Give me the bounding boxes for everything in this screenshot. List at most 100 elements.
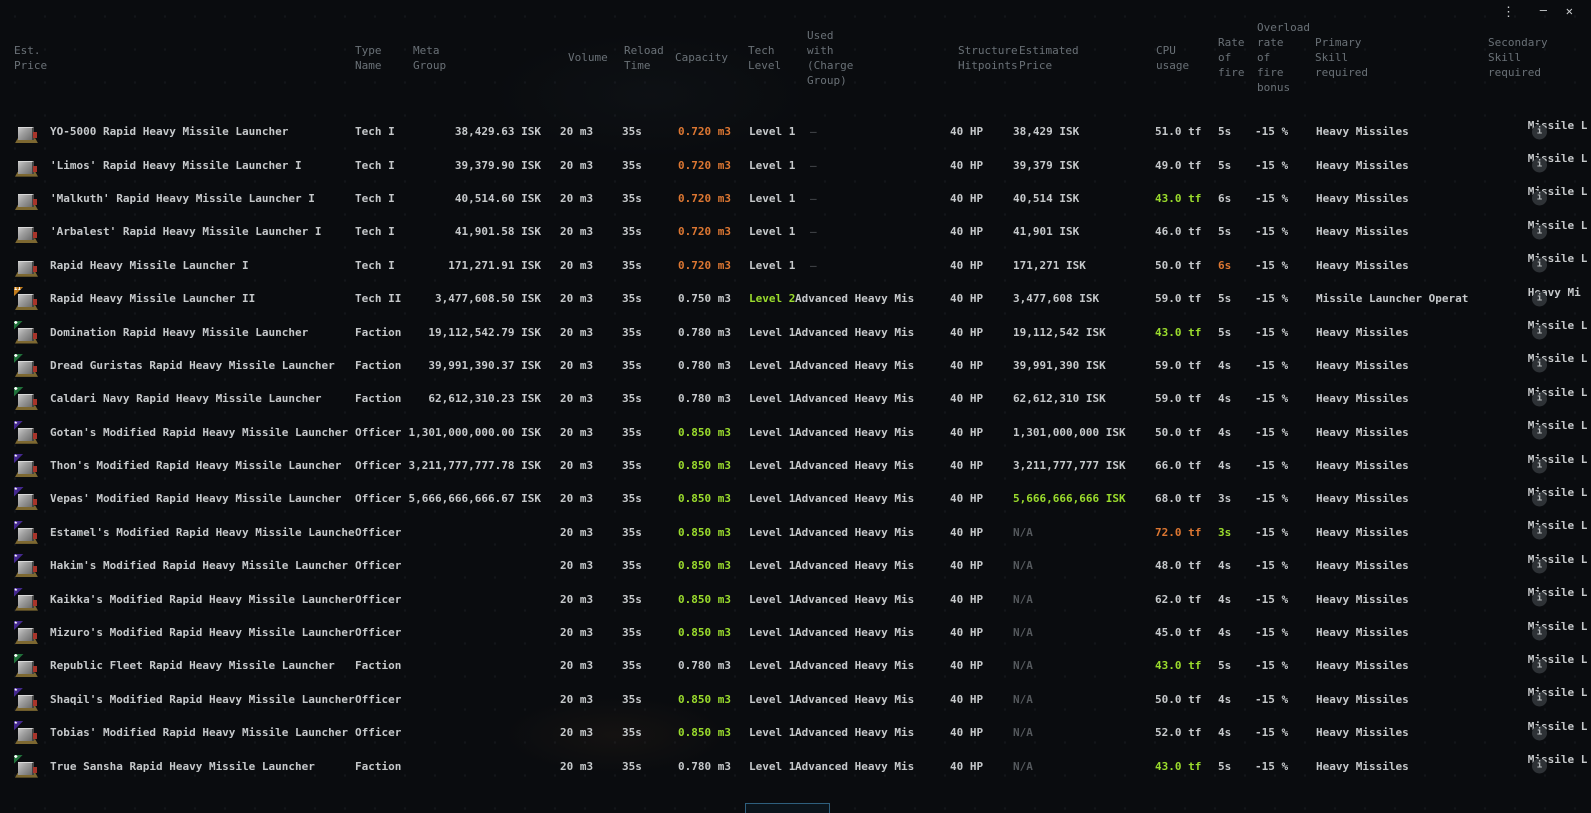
table-row[interactable]: ◆ Dread Guristas Rapid Heavy Missile Lau… [0,349,1591,382]
column-header-secondary-skill[interactable]: Secondary Skill required [1488,36,1548,79]
launcher-icon: II [14,287,40,311]
table-row[interactable]: ★ Shaqil's Modified Rapid Heavy Missile … [0,683,1591,716]
cell-tech-level: Level 1 [749,492,796,506]
table-row[interactable]: ★ Tobias' Modified Rapid Heavy Missile L… [0,716,1591,749]
column-header-used-with[interactable]: Used with (Charge Group) [807,28,854,87]
table-row[interactable]: ◆ Caldari Navy Rapid Heavy Missile Launc… [0,382,1591,415]
window-menu-icon[interactable]: ⋮ [1502,5,1515,20]
cell-type-name: ★ Kaikka's Modified Rapid Heavy Missile … [14,587,355,611]
cell-meta-group: Officer [355,626,402,640]
cell-est-price: 41,901.58 ISK [454,225,541,239]
table-row[interactable]: 'Arbalest' Rapid Heavy Missile Launcher … [0,215,1591,248]
table-row[interactable]: ◆ True Sansha Rapid Heavy Missile Launch… [0,749,1591,782]
info-icon[interactable]: i [1532,324,1547,340]
table-row[interactable]: ★ Gotan's Modified Rapid Heavy Missile L… [0,416,1591,449]
cell-volume: 20 m3 [560,158,594,172]
table-row[interactable]: ◆ Domination Rapid Heavy Missile Launche… [0,315,1591,348]
cell-meta-group: Tech II [355,292,402,306]
table-row[interactable]: ★ Hakim's Modified Rapid Heavy Missile L… [0,549,1591,582]
cell-structure-hitpoints: 40 HP [950,125,984,139]
info-icon[interactable]: i [1532,758,1547,774]
info-icon[interactable]: i [1532,190,1547,206]
column-header-volume[interactable]: Volume [568,51,608,64]
info-icon[interactable]: i [1532,424,1547,440]
info-icon[interactable]: i [1532,357,1547,373]
table-row[interactable]: ★ Estamel's Modified Rapid Heavy Missile… [0,516,1591,549]
cell-tech-level: Level 1 [749,425,796,439]
cell-tech-level: Level 1 [749,559,796,573]
info-icon[interactable]: i [1532,524,1547,540]
cell-rate-of-fire: 5s [1218,125,1232,139]
window-minimize-icon[interactable]: — [1539,3,1547,17]
column-header-capacity[interactable]: Capacity [675,51,728,64]
cell-reload-time: 35s [622,158,642,172]
table-row[interactable]: ★ Vepas' Modified Rapid Heavy Missile La… [0,482,1591,515]
info-icon[interactable]: i [1532,625,1547,641]
cell-used-with: – [810,225,817,239]
table-row[interactable]: Rapid Heavy Missile Launcher I Tech I 17… [0,249,1591,282]
table-row[interactable]: ★ Kaikka's Modified Rapid Heavy Missile … [0,582,1591,615]
info-icon[interactable]: i [1532,558,1547,574]
column-header-overload-rof-bonus[interactable]: Overload rate of fire bonus [1257,21,1310,94]
info-icon[interactable]: i [1532,391,1547,407]
cell-structure-hitpoints: 40 HP [950,659,984,673]
table-row[interactable]: 'Malkuth' Rapid Heavy Missile Launcher I… [0,182,1591,215]
info-icon[interactable]: i [1532,491,1547,507]
table-row[interactable]: ◆ Republic Fleet Rapid Heavy Missile Lau… [0,649,1591,682]
info-icon[interactable]: i [1532,458,1547,474]
info-icon[interactable]: i [1532,224,1547,240]
table-row[interactable]: 'Limos' Rapid Heavy Missile Launcher I T… [0,148,1591,181]
column-header-cpu-usage[interactable]: CPU usage [1156,43,1190,72]
cell-cpu-usage: 52.0 tf [1155,726,1202,740]
cell-used-with: Advanced Heavy Mis [795,525,915,539]
cell-overload-rof-bonus: -15 % [1255,492,1289,506]
column-header-rate-of-fire[interactable]: Rate of fire [1218,36,1245,79]
cell-type-name: ◆ True Sansha Rapid Heavy Missile Launch… [14,754,355,778]
info-icon[interactable]: i [1532,257,1547,273]
cell-secondary-skill: Missile L i [1488,473,1591,525]
table-row[interactable]: YO-5000 Rapid Heavy Missile Launcher Tec… [0,115,1591,148]
column-header-tech-level[interactable]: Tech Level [748,43,782,72]
info-icon[interactable]: i [1532,691,1547,707]
window-close-icon[interactable]: ✕ [1565,4,1573,18]
cell-structure-hitpoints: 40 HP [950,425,984,439]
cell-cpu-usage: 68.0 tf [1155,492,1202,506]
cell-used-with: – [810,125,817,139]
item-name: Gotan's Modified Rapid Heavy Missile Lau… [50,425,349,439]
column-header-type-name[interactable]: Type Name [355,43,382,72]
column-header-structure-hitpoints[interactable]: Structure Hitpoints [958,43,1018,72]
cell-secondary-skill: Missile L i [1488,707,1591,759]
cell-used-with: Advanced Heavy Mis [795,726,915,740]
item-name: 'Malkuth' Rapid Heavy Missile Launcher I [50,191,315,205]
cell-cpu-usage: 43.0 tf [1155,759,1202,773]
item-name: Hakim's Modified Rapid Heavy Missile Lau… [50,559,349,573]
info-icon[interactable]: i [1532,291,1547,307]
cell-overload-rof-bonus: -15 % [1255,626,1289,640]
cell-meta-group: Officer [355,559,402,573]
table-row[interactable]: II Rapid Heavy Missile Launcher II Tech … [0,282,1591,315]
info-icon[interactable]: i [1532,157,1547,173]
column-header-primary-skill[interactable]: Primary Skill required [1315,36,1368,79]
table-row[interactable]: ★ Mizuro's Modified Rapid Heavy Missile … [0,616,1591,649]
column-header-meta-group[interactable]: Meta Group [413,43,447,72]
table-row[interactable]: ★ Thon's Modified Rapid Heavy Missile La… [0,449,1591,482]
horizontal-scrollbar-thumb[interactable] [745,803,830,813]
cell-cpu-usage: 49.0 tf [1155,158,1202,172]
cell-cpu-usage: 43.0 tf [1155,325,1202,339]
launcher-icon: ◆ [14,353,40,377]
info-icon[interactable]: i [1532,124,1547,140]
cell-estimated-price: 39,379 ISK [1013,158,1080,172]
cell-estimated-price: 40,514 ISK [1013,191,1080,205]
cell-structure-hitpoints: 40 HP [950,726,984,740]
column-header-est-price[interactable]: Est. Price [14,43,48,72]
cell-meta-group: Faction [355,325,402,339]
info-icon[interactable]: i [1532,658,1547,674]
item-name: Estamel's Modified Rapid Heavy Missile L… [50,525,355,539]
info-icon[interactable]: i [1532,591,1547,607]
cell-secondary-skill: Missile L i [1488,406,1591,458]
column-header-estimated-price[interactable]: Estimated Price [1019,43,1079,72]
column-header-reload-time[interactable]: Reload Time [624,43,664,72]
cell-volume: 20 m3 [560,692,594,706]
cell-est-price: 3,211,777,777.78 ISK [408,459,541,473]
info-icon[interactable]: i [1532,725,1547,741]
